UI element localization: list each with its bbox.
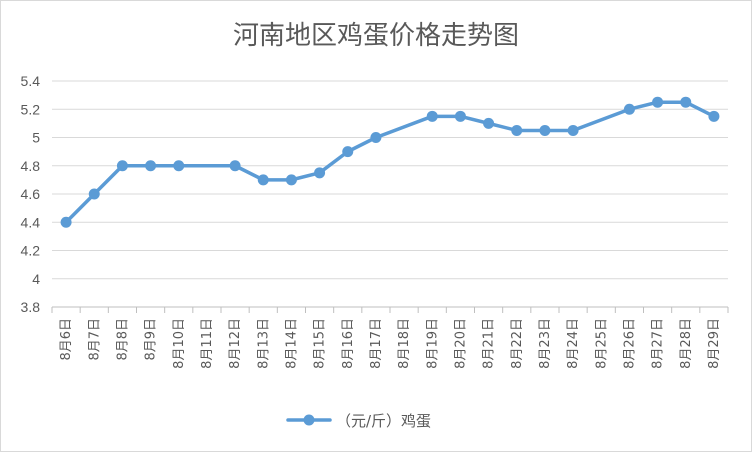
grid [52,80,728,308]
y-tick-label: 4 [32,271,40,287]
x-tick-label: 8月29日 [707,318,722,369]
legend: （元/斤）鸡蛋 [286,412,431,430]
x-tick-label: 8月25日 [594,318,609,369]
x-tick-label: 8月10日 [172,318,187,369]
x-tick-label: 8月7日 [87,318,102,361]
data-point [483,117,495,129]
chart-title: 河南地区鸡蛋价格走势图 [233,21,519,51]
x-tick-label: 8月23日 [538,318,553,369]
x-tick-label: 8月22日 [510,318,525,369]
x-tick-label: 8月8日 [115,318,130,361]
data-point [285,174,297,186]
legend-marker [303,414,315,426]
x-tick-label: 8月11日 [200,318,215,369]
data-point [708,110,720,122]
x-tick-label: 8月17日 [369,318,384,369]
legend-label: （元/斤）鸡蛋 [336,412,431,430]
data-point [567,124,579,136]
x-tick-label: 8月18日 [397,318,412,369]
data-point [370,132,382,143]
y-tick-label: 3.8 [21,299,41,315]
series-group [60,96,720,228]
y-axis: 3.8 4 4.2 4.4 4.6 4.8 5 5.2 5.4 [21,73,41,315]
x-tick-label: 8月21日 [482,318,497,369]
x-tick-label: 8月27日 [651,318,666,369]
data-point [426,110,438,122]
x-tick-label: 8月14日 [284,318,299,369]
x-tick-label: 8月13日 [256,318,271,369]
y-tick-label: 5 [32,130,40,146]
x-tick-label: 8月26日 [622,318,637,369]
data-point [88,188,100,200]
y-tick-label: 4.8 [21,158,41,174]
x-tick-label: 8月12日 [228,318,243,369]
data-point [116,160,128,172]
y-tick-label: 5.4 [21,73,41,89]
x-tick-label: 8月19日 [425,318,440,369]
y-tick-label: 5.2 [21,101,41,117]
x-tick-label: 8月24日 [566,318,581,369]
data-point [257,174,269,186]
data-point [60,216,72,228]
data-point [145,160,157,172]
x-tick-label: 8月6日 [59,318,74,361]
data-point [511,124,523,136]
x-tick-label: 8月28日 [679,318,694,369]
data-point [173,160,185,172]
x-tick-label: 8月15日 [313,318,328,369]
data-point [229,160,241,172]
data-point [342,146,354,158]
y-tick-label: 4.4 [21,214,41,230]
series-line [64,100,716,224]
x-tick-label: 8月16日 [341,318,356,369]
data-point [539,124,551,136]
y-tick-label: 4.2 [21,243,41,259]
data-point [680,96,692,108]
data-point [454,110,466,122]
x-tick-label: 8月20日 [453,318,468,369]
y-tick-label: 4.6 [21,186,41,202]
data-point [623,103,635,115]
data-point [652,96,664,108]
x-tick-label: 8月9日 [144,318,159,361]
data-point [314,167,326,179]
x-axis: 8月6日 8月7日 8月8日 8月9日 8月10日 8月11日 8月12日 8月13日 8月14… [51,307,729,369]
